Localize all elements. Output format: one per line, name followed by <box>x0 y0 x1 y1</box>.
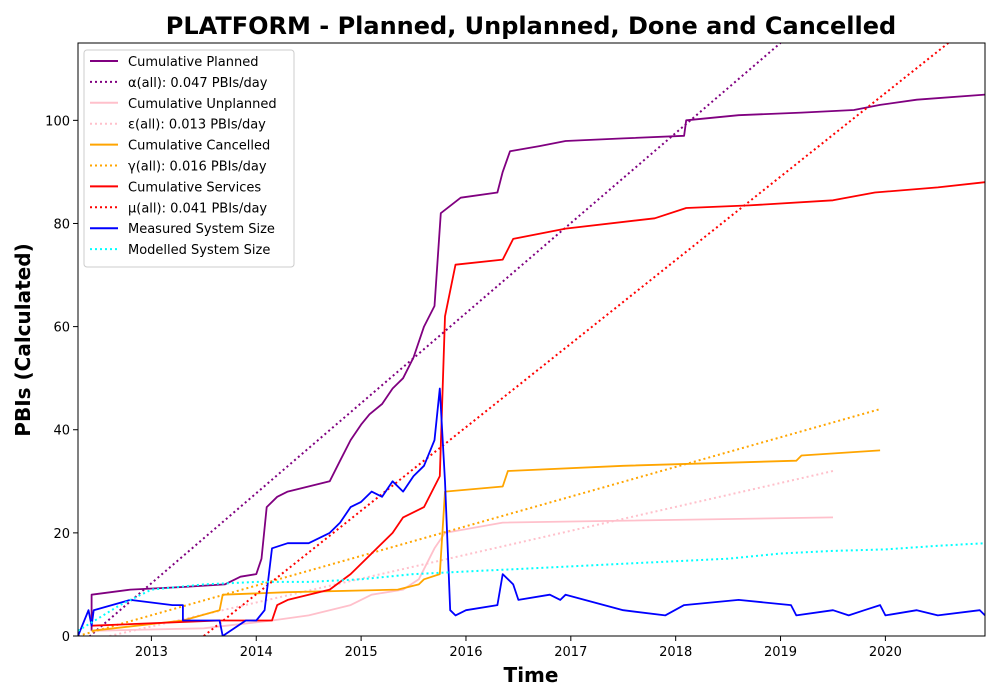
series-line-2 <box>91 516 834 632</box>
axes-frame <box>77 42 986 637</box>
series-line-4 <box>91 449 881 632</box>
x-tick-label: 2015 <box>345 645 378 660</box>
x-tick-label: 2016 <box>449 645 482 660</box>
legend-label-7: μ(all): 0.041 PBIs/day <box>128 201 267 216</box>
y-tick-label: 20 <box>53 527 70 542</box>
legend-label-8: Measured System Size <box>128 222 275 237</box>
legend-label-9: Modelled System Size <box>128 243 270 258</box>
legend-label-5: γ(all): 0.016 PBIs/day <box>128 160 267 175</box>
y-tick-label: 0 <box>62 630 70 645</box>
series-line-6 <box>91 181 985 627</box>
chart-title: PLATFORM - Planned, Unplanned, Done and … <box>166 12 896 40</box>
y-tick-label: 100 <box>45 114 70 129</box>
legend-box <box>83 49 295 268</box>
x-axis-label: Time <box>504 663 559 687</box>
series-line-5 <box>78 408 881 636</box>
x-tick-label: 2013 <box>135 645 168 660</box>
series-line-7 <box>203 43 949 636</box>
y-axis-label: PBIs (Calculated) <box>11 243 35 436</box>
x-tick-label: 2014 <box>240 645 273 660</box>
legend-label-0: Cumulative Planned <box>128 55 258 70</box>
x-tick-label: 2020 <box>869 645 902 660</box>
series-line-8 <box>78 387 985 636</box>
x-tick-label: 2018 <box>659 645 692 660</box>
legend-label-6: Cumulative Services <box>128 180 261 195</box>
plot-area: 2013 2014 2015 2016 2017 2018 2019 2020 0 20 40 60 8… <box>45 42 986 660</box>
series-line-3 <box>109 470 834 636</box>
legend-label-3: ε(all): 0.013 PBIs/day <box>128 118 266 133</box>
legend-label-2: Cumulative Unplanned <box>128 97 277 112</box>
legend: Cumulative Planned α(all): 0.047 PBIs/day… <box>83 49 295 268</box>
series-line-9 <box>78 542 985 632</box>
y-tick-label: 60 <box>53 321 70 336</box>
y-tick-label: 40 <box>53 424 70 439</box>
legend-label-4: Cumulative Cancelled <box>128 139 270 154</box>
x-tick-label: 2019 <box>764 645 797 660</box>
y-tick-label: 80 <box>53 217 70 232</box>
series-line-1 <box>88 43 782 636</box>
x-tick-label: 2017 <box>554 645 587 660</box>
legend-label-1: α(all): 0.047 PBIs/day <box>128 76 268 91</box>
series-lines <box>78 43 985 636</box>
series-line-0 <box>90 93 985 631</box>
